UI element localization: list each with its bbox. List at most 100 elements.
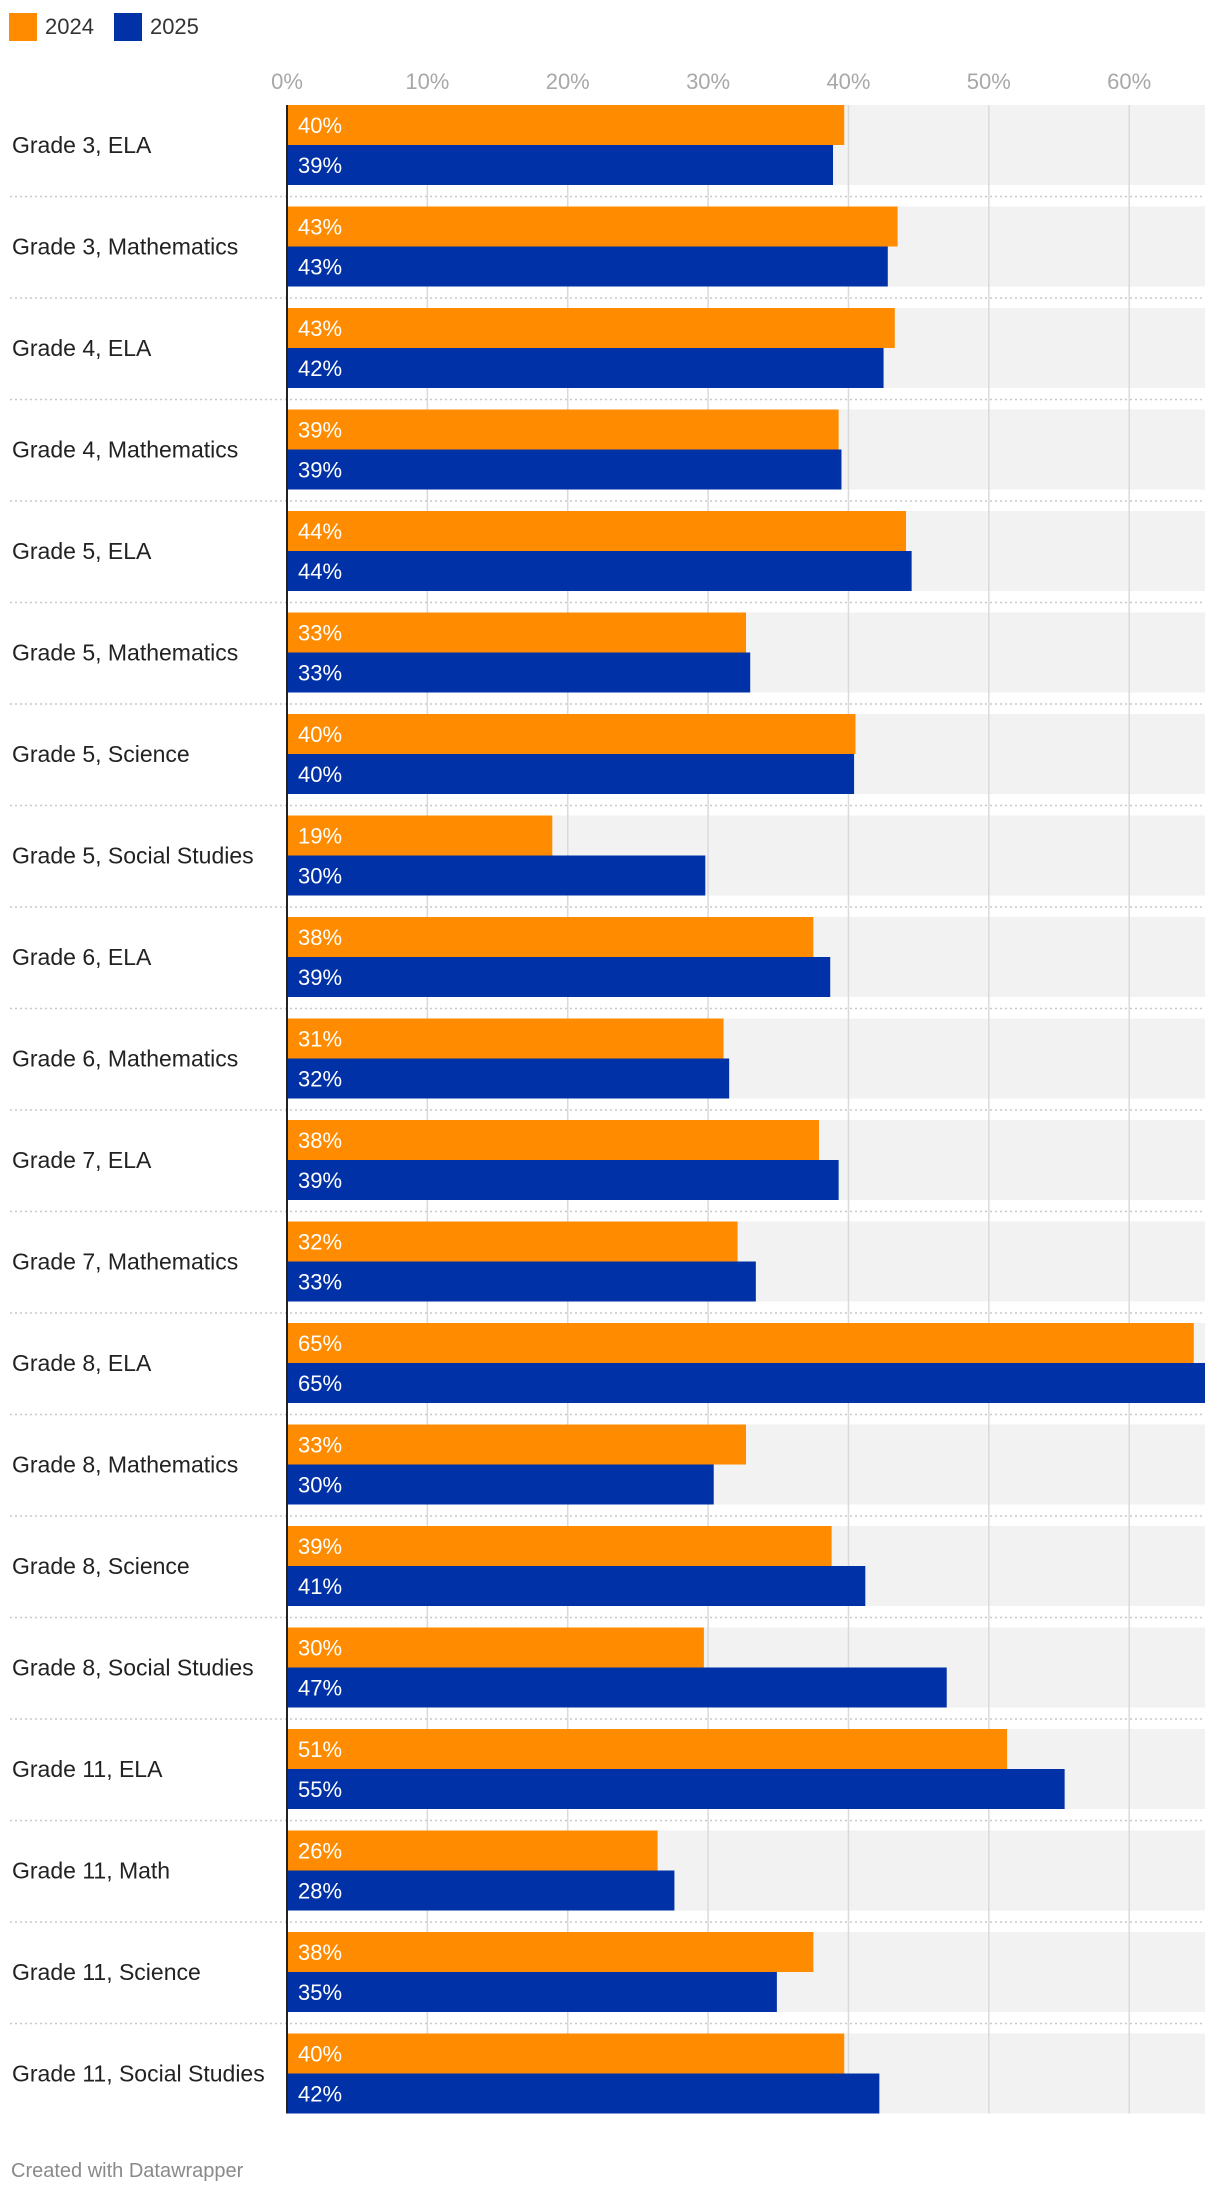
value-label-2025: 32% <box>298 1067 342 1092</box>
bar-2025 <box>287 449 842 490</box>
category-label: Grade 5, Science <box>12 741 190 767</box>
value-label-2025: 42% <box>298 2082 342 2107</box>
bar-2024 <box>287 105 845 145</box>
category-label: Grade 11, Science <box>12 1959 201 1985</box>
category-label: Grade 8, ELA <box>12 1350 152 1376</box>
value-label-2025: 30% <box>298 1473 342 1498</box>
value-label-2025: 30% <box>298 864 342 889</box>
value-label-2024: 38% <box>298 1940 342 1965</box>
value-label-2024: 38% <box>298 1128 342 1153</box>
bar-2024 <box>287 206 898 247</box>
category-label: Grade 4, Mathematics <box>12 437 238 463</box>
value-label-2024: 30% <box>298 1636 342 1661</box>
category-label: Grade 6, Mathematics <box>12 1046 238 1072</box>
value-label-2025: 65% <box>298 1371 342 1396</box>
category-label: Grade 7, ELA <box>12 1147 152 1173</box>
value-label-2025: 33% <box>298 1270 342 1295</box>
category-label: Grade 7, Mathematics <box>12 1249 238 1275</box>
value-label-2025: 39% <box>298 458 342 483</box>
category-label: Grade 3, ELA <box>12 132 152 158</box>
legend-swatch-2025 <box>113 13 142 41</box>
value-label-2024: 40% <box>298 2042 342 2067</box>
category-label: Grade 8, Mathematics <box>12 1452 238 1478</box>
category-label: Grade 5, Mathematics <box>12 640 238 666</box>
bar-2025 <box>287 1363 1205 1403</box>
bar-2024 <box>287 612 746 653</box>
x-tick-label: 50% <box>967 69 1011 94</box>
category-label: Grade 3, Mathematics <box>12 234 238 260</box>
value-label-2024: 32% <box>298 1230 342 1255</box>
value-label-2025: 28% <box>298 1879 342 1904</box>
chart-legend: 2024 2025 <box>9 11 199 43</box>
x-tick-label: 20% <box>546 69 590 94</box>
bar-2024 <box>287 511 907 551</box>
x-tick-label: 40% <box>826 69 870 94</box>
bar-2024 <box>287 1729 1008 1769</box>
bar-2025 <box>287 855 706 896</box>
value-label-2024: 31% <box>298 1027 342 1052</box>
category-label: Grade 5, Social Studies <box>12 843 254 869</box>
x-tick-label: 30% <box>686 69 730 94</box>
value-label-2025: 43% <box>298 255 342 280</box>
bar-2025 <box>287 145 834 185</box>
bar-2024 <box>287 1932 814 1972</box>
value-label-2025: 39% <box>298 965 342 990</box>
bar-2025 <box>287 1870 675 1911</box>
x-tick-label: 10% <box>405 69 449 94</box>
bar-2024 <box>287 2033 845 2074</box>
value-label-2024: 43% <box>298 215 342 240</box>
category-label: Grade 11, ELA <box>12 1756 163 1782</box>
value-label-2024: 40% <box>298 722 342 747</box>
x-tick-label: 0% <box>271 69 303 94</box>
value-label-2024: 39% <box>298 1534 342 1559</box>
value-label-2024: 38% <box>298 925 342 950</box>
value-label-2024: 26% <box>298 1839 342 1864</box>
category-label: Grade 11, Social Studies <box>12 2061 265 2087</box>
value-label-2025: 42% <box>298 356 342 381</box>
bar-2024 <box>287 409 839 450</box>
value-label-2025: 55% <box>298 1777 342 1802</box>
bar-2024 <box>287 1018 724 1059</box>
category-label: Grade 11, Math <box>12 1858 170 1884</box>
value-label-2025: 39% <box>298 153 342 178</box>
value-label-2024: 33% <box>298 621 342 646</box>
legend-label-2024: 2024 <box>45 14 94 39</box>
bar-2025 <box>287 1972 777 2012</box>
bar-2024 <box>287 1120 819 1160</box>
bar-2025 <box>287 1464 714 1505</box>
value-label-2024: 33% <box>298 1433 342 1458</box>
value-label-2024: 65% <box>298 1331 342 1356</box>
value-label-2025: 47% <box>298 1676 342 1701</box>
category-label: Grade 5, ELA <box>12 538 152 564</box>
bar-2025 <box>287 1566 866 1606</box>
category-label: Grade 8, Science <box>12 1553 190 1579</box>
x-tick-label: 60% <box>1107 69 1151 94</box>
category-label: Grade 4, ELA <box>12 335 152 361</box>
bar-2025 <box>287 1769 1065 1809</box>
bar-2024 <box>287 815 553 856</box>
legend-item-2024: 2024 <box>9 13 94 41</box>
value-label-2024: 39% <box>298 418 342 443</box>
legend-label-2025: 2025 <box>149 14 199 39</box>
bar-2025 <box>287 1058 730 1099</box>
bar-2025 <box>287 1667 947 1708</box>
value-label-2025: 44% <box>298 559 342 584</box>
value-label-2025: 41% <box>298 1574 342 1599</box>
value-label-2025: 40% <box>298 762 342 787</box>
bar-2024 <box>287 1221 738 1262</box>
bar-2024 <box>287 1830 658 1871</box>
value-label-2024: 44% <box>298 519 342 544</box>
bar-2025 <box>287 1160 839 1200</box>
bar-2024 <box>287 1627 704 1668</box>
value-label-2024: 40% <box>298 113 342 138</box>
bar-2024 <box>287 1424 746 1465</box>
grouped-bar-chart: 0% 10% 20% 30% 40% 50% 60% Grade 3, ELA 40% 39% Gr… <box>10 69 1205 2114</box>
bar-2025 <box>287 348 884 388</box>
bar-2025 <box>287 754 855 794</box>
bar-2025 <box>287 1261 756 1302</box>
bar-2025 <box>287 957 831 997</box>
category-label: Grade 6, ELA <box>12 944 152 970</box>
legend-item-2025: 2025 <box>113 13 199 41</box>
bar-2025 <box>287 551 912 591</box>
bar-2025 <box>287 2073 880 2114</box>
